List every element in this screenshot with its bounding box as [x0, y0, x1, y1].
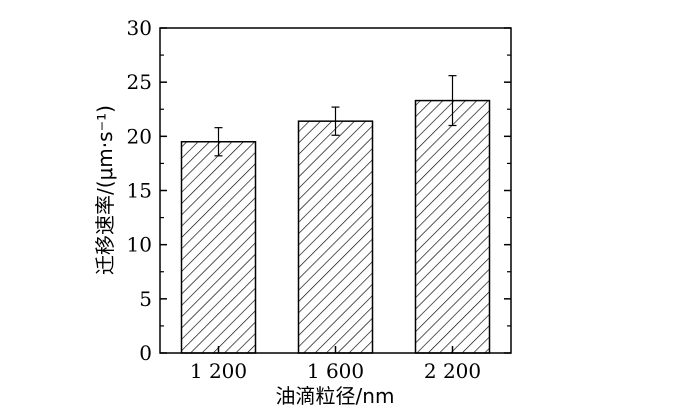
- y-axis: 0 5 10 15 20 25 30: [127, 16, 511, 365]
- y-axis-title: 迁移速率/(μm·s⁻¹): [93, 105, 117, 275]
- x-axis-title: 油滴粒径/nm: [276, 384, 395, 408]
- y-tick-label: 20: [127, 124, 152, 148]
- x-axis: 1 200 1 600 2 200: [190, 346, 481, 383]
- y-tick-label: 5: [139, 287, 152, 311]
- y-tick-label: 10: [127, 233, 152, 257]
- y-tick-label: 30: [127, 16, 152, 40]
- x-tick-label: 1 600: [307, 359, 364, 383]
- y-tick-label: 25: [127, 70, 152, 94]
- y-tick-label: 15: [127, 179, 152, 203]
- bar: [180, 141, 257, 354]
- bar: [414, 99, 491, 354]
- x-tick-label: 2 200: [424, 359, 481, 383]
- plot-area: [180, 75, 491, 354]
- y-tick-label: 0: [139, 341, 152, 365]
- bar: [297, 120, 374, 354]
- x-tick-label: 1 200: [190, 359, 247, 383]
